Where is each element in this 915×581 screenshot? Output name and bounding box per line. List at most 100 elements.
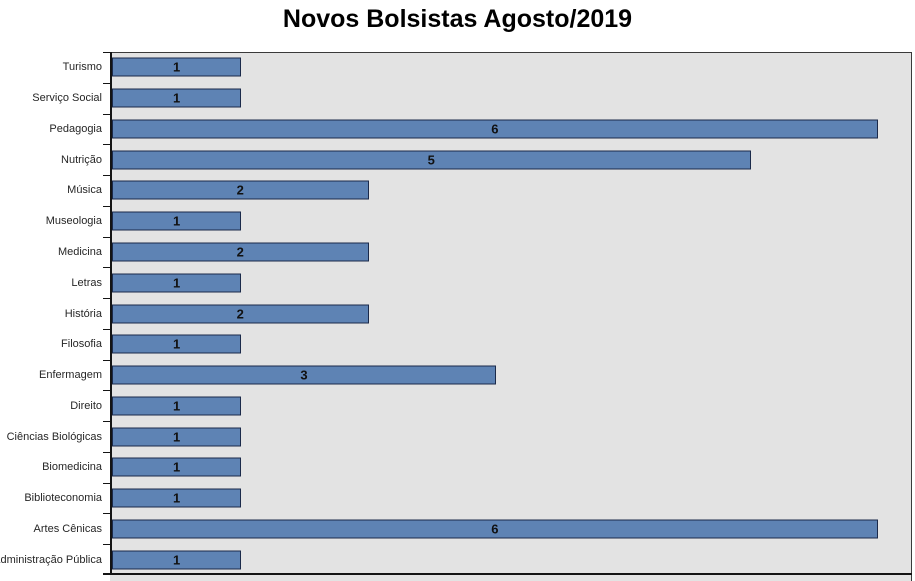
bar: 1 xyxy=(112,396,242,416)
axis-tick xyxy=(103,451,111,453)
value-label: 3 xyxy=(300,367,308,383)
axis-tick xyxy=(103,205,111,207)
bar: 5 xyxy=(112,150,751,170)
category-label: Enfermagem xyxy=(39,369,102,382)
bar-row: Artes Cênicas 6 xyxy=(0,513,912,544)
bar: 1 xyxy=(112,273,242,293)
axis-tick xyxy=(103,82,111,84)
bar: 6 xyxy=(112,519,878,539)
bar: 2 xyxy=(112,180,369,200)
axis-tick xyxy=(103,298,111,300)
bar-track: 1 xyxy=(110,452,912,483)
category-label: Filosofia xyxy=(61,338,102,351)
x-axis-line xyxy=(103,573,912,575)
category-label: Música xyxy=(67,184,102,197)
bar-track: 2 xyxy=(110,175,912,206)
value-label: 1 xyxy=(173,552,181,568)
category-label: Ciências Biológicas xyxy=(6,430,102,443)
value-label: 1 xyxy=(173,490,181,506)
axis-tick xyxy=(103,421,111,423)
bar: 1 xyxy=(112,457,242,477)
bar: 1 xyxy=(112,211,242,231)
axis-tick xyxy=(103,236,111,238)
bar-row: Administração Pública 1 xyxy=(0,544,912,575)
bar-row: Letras 1 xyxy=(0,267,912,298)
value-label: 1 xyxy=(173,429,181,445)
bar-row: Pedagogia 6 xyxy=(0,114,912,145)
bar-row: Música 2 xyxy=(0,175,912,206)
bar-track: 1 xyxy=(110,421,912,452)
category-label: Pedagogia xyxy=(49,122,102,135)
axis-tick xyxy=(103,513,111,515)
value-label: 1 xyxy=(173,398,181,414)
bar-row: Medicina 2 xyxy=(0,237,912,268)
value-label: 1 xyxy=(173,90,181,106)
axis-tick xyxy=(103,175,111,177)
bar: 1 xyxy=(112,488,242,508)
bar-row: História 2 xyxy=(0,298,912,329)
value-label: 2 xyxy=(236,182,244,198)
bar-row: Biomedicina 1 xyxy=(0,452,912,483)
category-label: Medicina xyxy=(57,245,102,258)
category-label: Turismo xyxy=(62,61,102,74)
category-label: Museologia xyxy=(45,215,102,228)
value-label: 1 xyxy=(173,275,181,291)
bar-row: Ciências Biológicas 1 xyxy=(0,421,912,452)
bar-track: 1 xyxy=(110,206,912,237)
axis-tick xyxy=(103,482,111,484)
bar-track: 1 xyxy=(110,329,912,360)
bar-track: 2 xyxy=(110,298,912,329)
bar-row: Serviço Social 1 xyxy=(0,83,912,114)
bar-track: 5 xyxy=(110,144,912,175)
bar-track: 6 xyxy=(110,513,912,544)
bar: 1 xyxy=(112,334,242,354)
bar-track: 1 xyxy=(110,483,912,514)
axis-tick xyxy=(103,113,111,115)
bar: 1 xyxy=(112,550,242,570)
axis-tick xyxy=(103,144,111,146)
bar: 1 xyxy=(112,427,242,447)
value-label: 6 xyxy=(491,521,499,537)
y-axis-line xyxy=(110,52,112,575)
bar: 1 xyxy=(112,88,242,108)
bar-track: 6 xyxy=(110,114,912,145)
category-label: Artes Cênicas xyxy=(33,522,102,535)
bar-track: 1 xyxy=(110,83,912,114)
value-label: 1 xyxy=(173,459,181,475)
value-label: 5 xyxy=(427,152,435,168)
value-label: 1 xyxy=(173,59,181,75)
bar-row: Nutrição 5 xyxy=(0,144,912,175)
bar-row: Museologia 1 xyxy=(0,206,912,237)
bar-track: 2 xyxy=(110,237,912,268)
category-label: Nutrição xyxy=(61,153,102,166)
category-label: Biblioteconomia xyxy=(24,492,102,505)
bar-track: 1 xyxy=(110,390,912,421)
category-label: Administração Pública xyxy=(0,553,102,566)
bar-track: 1 xyxy=(110,267,912,298)
bar-track: 1 xyxy=(110,52,912,83)
bar-row: Enfermagem 3 xyxy=(0,360,912,391)
bar-row: Direito 1 xyxy=(0,390,912,421)
bar-track: 3 xyxy=(110,360,912,391)
value-label: 1 xyxy=(173,213,181,229)
value-label: 1 xyxy=(173,336,181,352)
bar-track: 1 xyxy=(110,544,912,575)
axis-tick xyxy=(103,52,111,53)
category-label: História xyxy=(64,307,102,320)
value-label: 2 xyxy=(236,244,244,260)
axis-tick xyxy=(103,359,111,361)
axis-tick xyxy=(103,544,111,546)
y-axis-ticks xyxy=(103,52,111,575)
value-label: 2 xyxy=(236,306,244,321)
value-label: 6 xyxy=(491,121,499,137)
axis-tick xyxy=(103,267,111,269)
bar: 2 xyxy=(112,242,369,262)
axis-tick xyxy=(103,328,111,330)
bar-row: Turismo 1 xyxy=(0,52,912,83)
bar-row: Biblioteconomia 1 xyxy=(0,483,912,514)
chart-title: Novos Bolsistas Agosto/2019 xyxy=(282,5,633,33)
category-label: Direito xyxy=(70,399,102,412)
bar-rows: Turismo 1 Serviço Social 1 Pedagogia 6 Nutriçã… xyxy=(0,52,912,575)
category-label: Serviço Social xyxy=(32,92,102,105)
